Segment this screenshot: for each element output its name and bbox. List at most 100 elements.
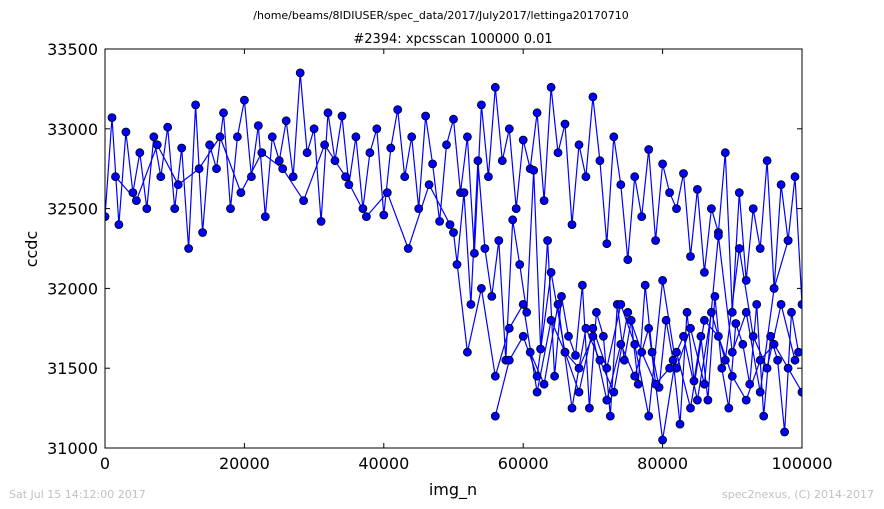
data-point: [748, 204, 758, 214]
data-point: [630, 172, 640, 182]
data-point: [738, 339, 748, 349]
data-point: [717, 363, 727, 373]
data-point: [421, 111, 431, 121]
data-point: [212, 164, 221, 174]
data-point: [483, 172, 493, 182]
data-point: [686, 403, 695, 413]
data-point: [727, 307, 737, 317]
data-point: [149, 132, 159, 142]
data-point: [776, 299, 786, 309]
data-point: [755, 387, 765, 397]
data-point: [762, 156, 772, 166]
data-point: [504, 323, 514, 333]
data-point: [469, 248, 479, 258]
data-point: [518, 299, 528, 309]
data-point: [462, 347, 472, 357]
data-point: [714, 331, 723, 341]
data-point: [745, 379, 755, 389]
data-point: [707, 204, 716, 214]
data-point: [257, 148, 267, 158]
data-point: [780, 427, 789, 437]
data-point: [198, 228, 208, 237]
data-point: [351, 132, 361, 142]
data-point: [295, 68, 305, 78]
data-point: [693, 184, 702, 194]
data-point: [571, 350, 580, 360]
data-point: [260, 212, 270, 222]
data-point: [553, 299, 563, 309]
x-tick-label: 20000: [219, 454, 270, 473]
data-point: [515, 260, 525, 269]
data-point: [700, 379, 709, 389]
data-point: [215, 132, 225, 142]
data-point: [686, 323, 695, 333]
data-point: [152, 140, 162, 150]
data-point: [661, 315, 671, 325]
data-point: [707, 307, 716, 317]
data-point: [445, 220, 455, 230]
data-point: [546, 82, 556, 92]
data-point: [316, 216, 326, 226]
data-point: [473, 156, 483, 166]
data-point: [714, 231, 723, 241]
data-point: [626, 315, 636, 325]
data-point: [616, 180, 626, 190]
data-point: [177, 143, 187, 153]
data-point: [442, 140, 451, 150]
data-point: [532, 108, 542, 118]
data-point: [379, 210, 389, 220]
data-point: [605, 411, 615, 421]
data-point: [773, 355, 782, 365]
data-point: [700, 315, 709, 325]
data-point: [239, 95, 249, 105]
data-point: [623, 307, 633, 317]
y-axis-label: ccdc: [22, 231, 41, 268]
data-point: [672, 204, 681, 214]
data-point: [787, 307, 796, 317]
data-point: [518, 331, 528, 341]
data-point: [407, 132, 417, 142]
data-point: [595, 156, 605, 166]
data-point: [682, 307, 692, 317]
data-point: [337, 111, 347, 121]
data-point: [616, 299, 626, 309]
data-point: [504, 355, 514, 365]
data-point: [560, 119, 570, 129]
footer-credit: spec2nexus, (C) 2014-2017: [722, 488, 874, 501]
data-point: [665, 188, 674, 198]
data-point: [226, 204, 235, 214]
y-tick-label: 33000: [47, 120, 98, 139]
data-point: [766, 331, 775, 341]
data-point: [414, 204, 424, 214]
data-point: [435, 216, 445, 226]
data-point: [219, 108, 228, 118]
data-point: [511, 204, 521, 214]
data-point: [449, 114, 458, 124]
x-tick-label: 80000: [637, 454, 688, 473]
data-point: [741, 307, 751, 317]
data-point: [490, 411, 500, 421]
data-point: [651, 379, 660, 389]
data-point: [630, 339, 640, 349]
data-point: [790, 172, 800, 182]
data-point: [710, 291, 720, 301]
data-point: [731, 319, 741, 328]
data-point: [734, 244, 744, 253]
data-point: [616, 339, 626, 349]
data-point: [588, 331, 598, 341]
data-point: [574, 363, 584, 373]
x-tick-label: 0: [100, 454, 110, 473]
data-point: [741, 275, 751, 285]
chart-title: #2394: xpcsscan 100000 0.01: [353, 32, 552, 47]
data-point: [724, 403, 734, 413]
data-point: [689, 376, 699, 386]
data-point: [302, 148, 312, 158]
data-point: [546, 267, 556, 277]
data-point: [518, 135, 528, 145]
y-tick-label: 32000: [47, 279, 98, 298]
data-point: [361, 212, 371, 222]
data-point: [135, 148, 145, 158]
series-line-3: [494, 235, 789, 417]
data-point: [637, 347, 647, 357]
data-point: [741, 395, 751, 405]
